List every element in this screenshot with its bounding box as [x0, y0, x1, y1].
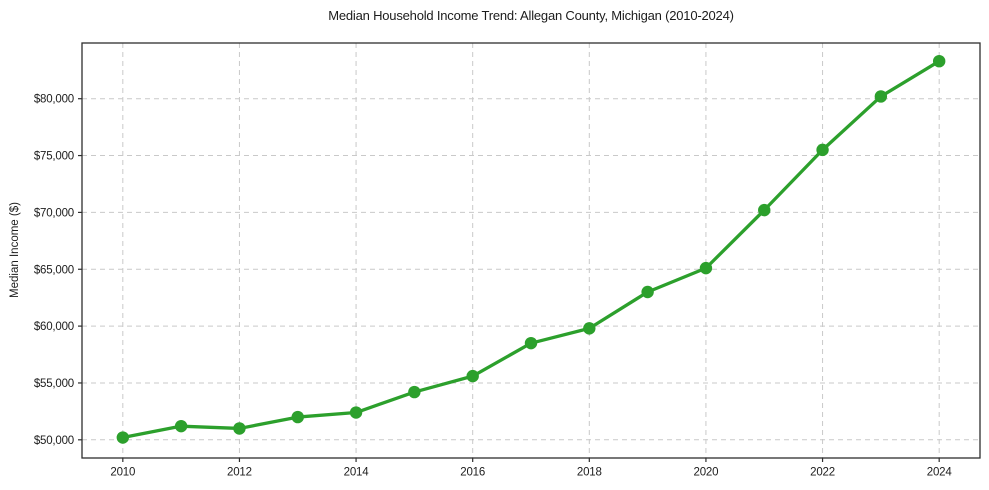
x-tick-label: 2016: [460, 467, 485, 479]
data-point-2021: [758, 203, 771, 217]
data-point-2013: [291, 410, 304, 424]
data-point-2010: [116, 431, 130, 444]
chart-title: Median Household Income Trend: Allegan C…: [328, 8, 734, 23]
data-point-2022: [816, 143, 829, 157]
x-tick-label: 2014: [344, 467, 370, 479]
x-tick-label: 2022: [810, 467, 835, 479]
y-tick-label: $55,000: [34, 378, 74, 390]
plot-border: [81, 42, 981, 459]
x-tick-label: 2018: [577, 467, 602, 479]
data-point-2023: [874, 90, 888, 103]
y-tick-label: $65,000: [34, 264, 74, 276]
x-tick-label: 2024: [927, 467, 953, 479]
data-point-2014: [349, 406, 363, 419]
x-tick-label: 2010: [110, 467, 135, 479]
x-tick-label: 2020: [694, 467, 719, 479]
data-point-2019: [641, 285, 654, 299]
y-tick-label: $50,000: [34, 435, 74, 447]
y-tick-label: $60,000: [34, 321, 74, 333]
data-point-2016: [466, 369, 479, 383]
data-point-2018: [583, 322, 596, 335]
y-tick-label: $70,000: [34, 207, 74, 219]
income-trend-line: [121, 59, 941, 440]
data-point-2017: [524, 336, 538, 350]
data-point-2012: [233, 422, 246, 435]
data-point-2024: [932, 54, 946, 68]
data-point-2015: [408, 385, 421, 399]
y-tick-label: $75,000: [34, 151, 74, 163]
y-tick-label: $80,000: [34, 94, 74, 106]
x-tick-label: 2012: [227, 467, 252, 479]
data-point-2020: [699, 261, 713, 275]
data-point-2011: [174, 419, 188, 433]
